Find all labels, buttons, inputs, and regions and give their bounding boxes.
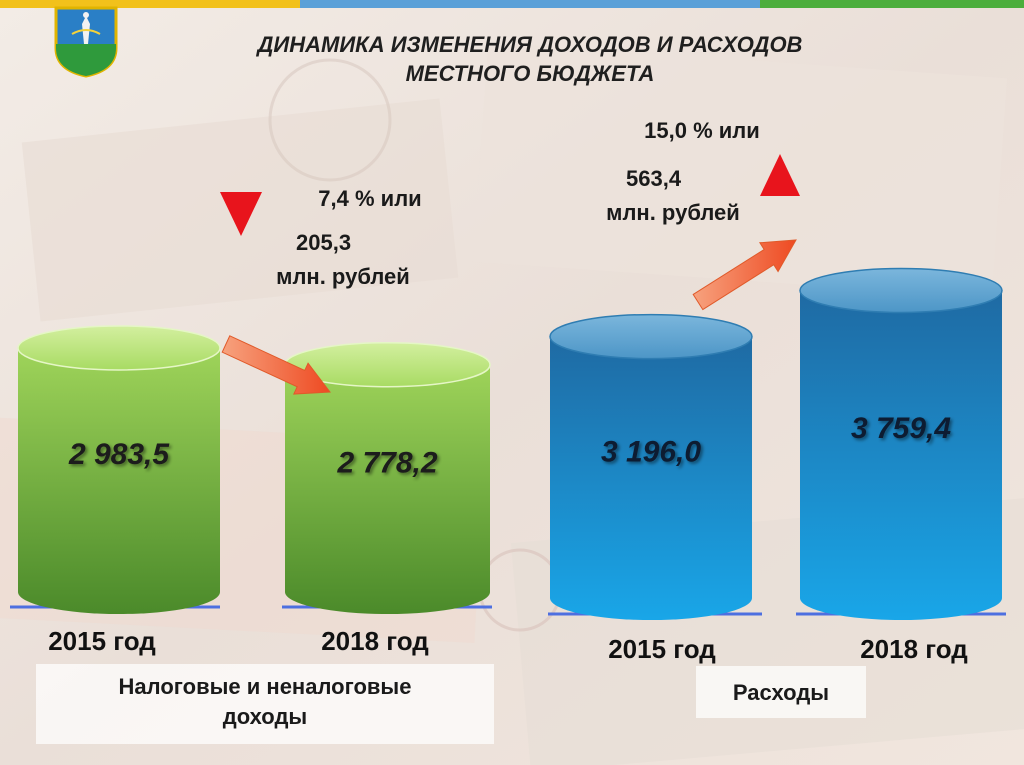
coat-of-arms-logo (54, 6, 118, 78)
expense-year-2015: 2015 год (608, 634, 716, 664)
expense-change-amount: 563,4 (626, 166, 682, 191)
title-line-1: ДИНАМИКА ИЗМЕНЕНИЯ ДОХОДОВ И РАСХОДОВ (257, 32, 803, 57)
bar-value-label-1-0: 3 196,0 (601, 435, 701, 468)
title-line-2: МЕСТНОГО БЮДЖЕТА (405, 61, 655, 86)
cylinder-top-0-0 (17, 325, 221, 371)
bar-value-label-0-0: 2 983,5 (68, 438, 170, 471)
cylinder-body-1-1 (800, 290, 1002, 620)
cylinder-body-0-1 (285, 364, 490, 614)
income-change-unit: млн. рублей (276, 264, 410, 289)
up-triangle-icon (760, 154, 800, 196)
expense-change-percent: 15,0 % или (644, 118, 760, 143)
increase-arrow-icon (692, 239, 797, 311)
income-category-label: Налоговые и неналоговые доходы (36, 664, 494, 744)
cylinder-body-1-0 (550, 336, 752, 620)
income-year-2015: 2015 год (48, 626, 156, 656)
cylinder-top-1-0 (549, 313, 753, 360)
cylinder-top-1-1 (799, 267, 1003, 314)
income-change-amount: 205,3 (296, 230, 352, 255)
bar-value-label-0-1: 2 778,2 (336, 446, 437, 479)
expense-category-label: Расходы (696, 666, 866, 718)
page-title: ДИНАМИКА ИЗМЕНЕНИЯ ДОХОДОВ И РАСХОДОВ МЕ… (160, 30, 900, 88)
top-color-bar (0, 0, 1024, 8)
down-triangle-icon (220, 192, 262, 236)
cylinder-body-0-0 (18, 347, 220, 614)
expense-category-line-1: Расходы (732, 680, 830, 705)
expense-change-unit: млн. рублей (606, 200, 740, 225)
expense-year-2018: 2018 год (860, 634, 968, 664)
decrease-arrow-icon (221, 335, 331, 395)
income-year-2018: 2018 год (321, 626, 429, 656)
bar-value-label-1-1: 3 759,4 (851, 412, 951, 445)
income-category-line-2: доходы (222, 704, 308, 729)
income-category-line-1: Налоговые и неналоговые (118, 674, 412, 699)
income-change-percent: 7,4 % или (318, 186, 422, 211)
